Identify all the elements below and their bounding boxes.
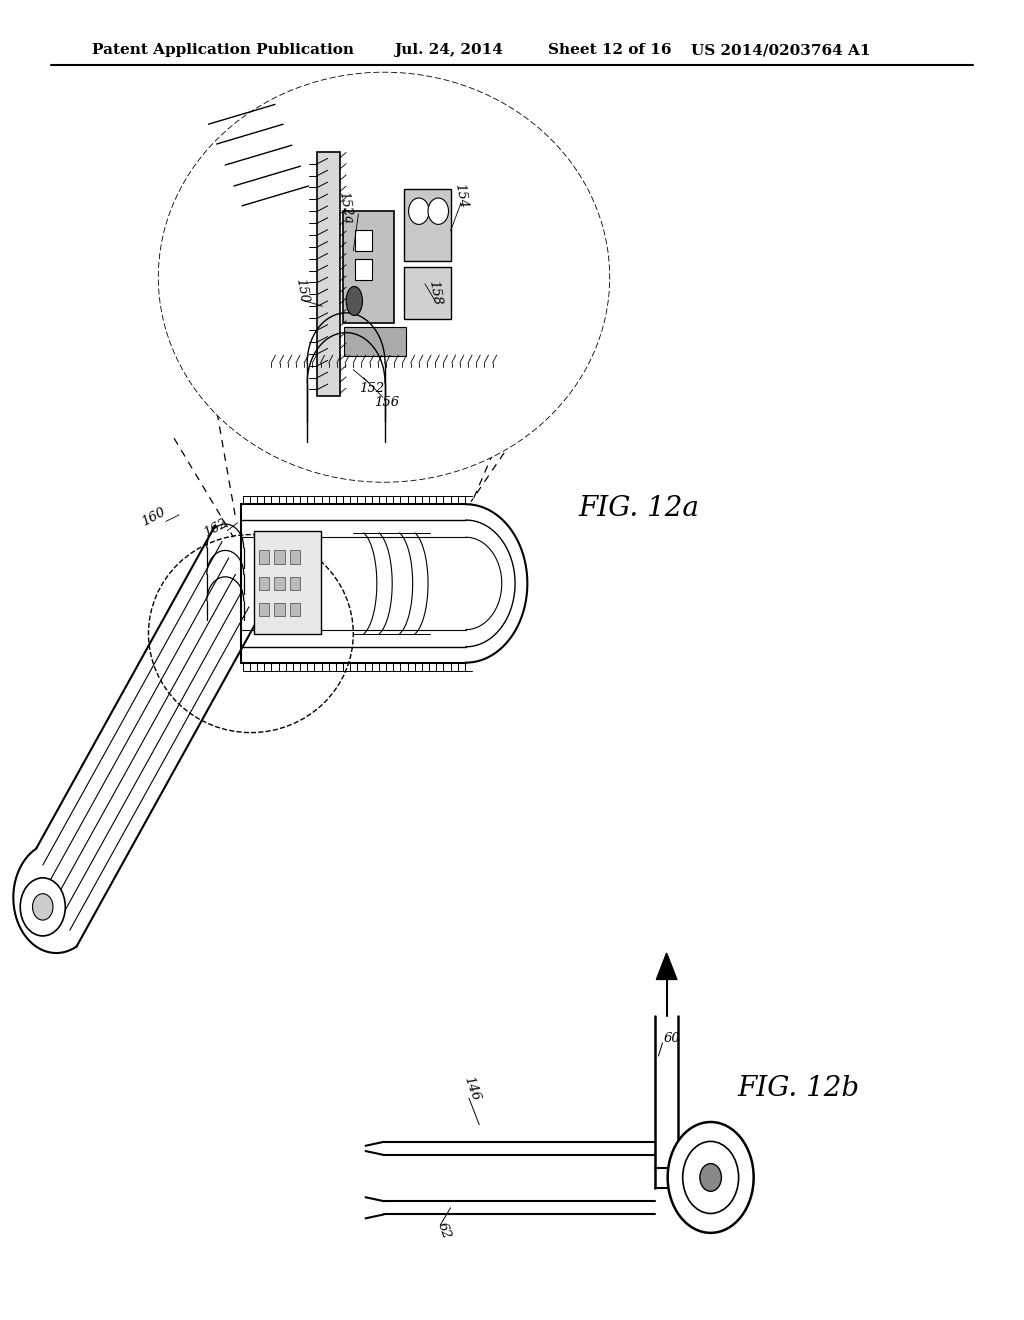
FancyBboxPatch shape xyxy=(290,603,300,616)
Text: Jul. 24, 2014: Jul. 24, 2014 xyxy=(394,44,503,57)
Text: 152a: 152a xyxy=(336,190,354,224)
Circle shape xyxy=(428,198,449,224)
Circle shape xyxy=(700,1164,721,1191)
FancyBboxPatch shape xyxy=(355,230,372,251)
FancyBboxPatch shape xyxy=(344,327,406,356)
FancyBboxPatch shape xyxy=(259,550,269,564)
FancyBboxPatch shape xyxy=(259,577,269,590)
Text: 60: 60 xyxy=(664,1032,680,1045)
Text: 156: 156 xyxy=(375,396,399,409)
Text: 62: 62 xyxy=(435,1220,454,1241)
Polygon shape xyxy=(656,953,677,979)
Text: 152: 152 xyxy=(359,381,384,395)
Circle shape xyxy=(683,1142,738,1213)
Text: US 2014/0203764 A1: US 2014/0203764 A1 xyxy=(691,44,870,57)
FancyBboxPatch shape xyxy=(404,267,451,319)
Text: 150: 150 xyxy=(294,277,310,304)
Text: Patent Application Publication: Patent Application Publication xyxy=(92,44,354,57)
FancyBboxPatch shape xyxy=(290,577,300,590)
FancyBboxPatch shape xyxy=(274,603,285,616)
Text: Sheet 12 of 16: Sheet 12 of 16 xyxy=(548,44,672,57)
Text: 162: 162 xyxy=(201,516,229,540)
Ellipse shape xyxy=(159,73,609,482)
Ellipse shape xyxy=(346,286,362,315)
Text: 158: 158 xyxy=(427,280,443,306)
FancyBboxPatch shape xyxy=(290,550,300,564)
Ellipse shape xyxy=(159,73,609,482)
Circle shape xyxy=(20,878,66,936)
Text: 160: 160 xyxy=(139,506,168,529)
Circle shape xyxy=(33,894,53,920)
FancyBboxPatch shape xyxy=(254,531,321,634)
Text: 146: 146 xyxy=(461,1074,481,1104)
Text: FIG. 12b: FIG. 12b xyxy=(737,1076,859,1102)
FancyBboxPatch shape xyxy=(274,577,285,590)
FancyBboxPatch shape xyxy=(259,603,269,616)
FancyBboxPatch shape xyxy=(355,259,372,280)
FancyBboxPatch shape xyxy=(404,189,451,261)
FancyBboxPatch shape xyxy=(274,550,285,564)
FancyBboxPatch shape xyxy=(317,152,340,396)
Circle shape xyxy=(668,1122,754,1233)
Circle shape xyxy=(409,198,429,224)
FancyBboxPatch shape xyxy=(343,211,394,323)
Text: FIG. 12a: FIG. 12a xyxy=(579,495,699,521)
Text: 154: 154 xyxy=(453,182,469,209)
